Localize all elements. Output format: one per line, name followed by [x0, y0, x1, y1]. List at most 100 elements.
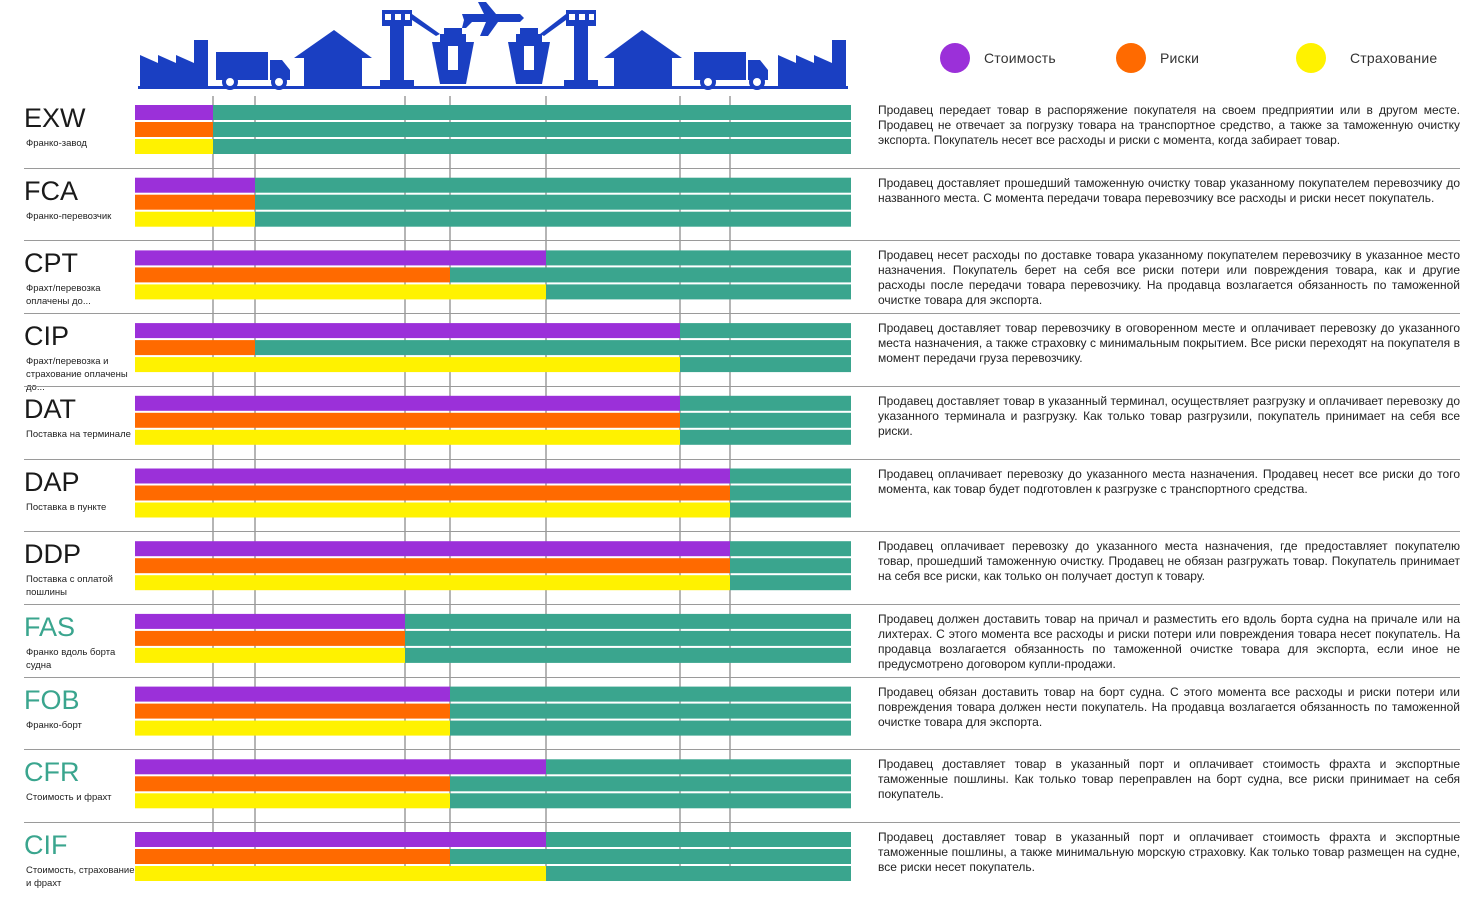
bar-cost-buyer-cif	[546, 832, 851, 847]
term-description: Продавец доставляет товар в указанный по…	[878, 757, 1460, 802]
legend-swatch-insurance	[1296, 43, 1326, 73]
bar-insurance-seller-cfr	[135, 793, 450, 809]
bar-cost-buyer-dap	[730, 468, 851, 484]
bar-risk-seller-fob	[135, 703, 450, 719]
term-code: DAP	[24, 466, 80, 497]
term-code: DAT	[24, 393, 76, 424]
bar-cost-buyer-dat	[680, 395, 851, 411]
bar-cost-buyer-fca	[255, 177, 851, 193]
term-code: FAS	[24, 611, 76, 642]
term-code: CPT	[24, 248, 78, 279]
bar-risk-buyer-fas	[405, 630, 851, 646]
term-description: Продавец доставляет товар в указанный по…	[878, 830, 1460, 874]
row-divider	[24, 458, 1460, 460]
row-divider	[24, 313, 1460, 315]
bar-risk-seller-fca	[135, 194, 255, 210]
bar-risk-seller-cip	[135, 340, 255, 356]
term-description: Продавец оплачивает перевозку до указанн…	[878, 539, 1460, 584]
term-row-fob: FOB Франко-борт Продавец обязан доставить …	[0, 676, 1482, 755]
bar-insurance-buyer-cpt	[546, 284, 851, 300]
bar-cost-seller-cif	[135, 832, 546, 847]
term-subtitle: Франко-завод	[26, 138, 87, 149]
term-subtitle: Стоимость, страхование и фрахт	[26, 865, 135, 889]
warehouse-icon	[294, 30, 372, 86]
bar-cost-seller-fob	[135, 686, 450, 702]
bar-risk-seller-dap	[135, 485, 730, 501]
bar-risk-buyer-dat	[680, 412, 851, 428]
term-row-fas: FAS Франко вдоль борта судна Продавец долж…	[0, 603, 1482, 682]
term-subtitle: Поставка в пункте	[26, 501, 107, 513]
bar-insurance-seller-exw	[135, 139, 213, 154]
bar-risk-buyer-fca	[255, 194, 851, 210]
bar-cost-buyer-ddp	[730, 541, 851, 557]
bar-risk-seller-fas	[135, 630, 405, 646]
truck-icon	[694, 52, 768, 90]
control-tower-icon	[540, 10, 598, 88]
term-row-cif: CIF Стоимость, страхование и фрахт Продаве…	[0, 822, 1482, 900]
bar-risk-buyer-fob	[450, 703, 851, 719]
row-divider	[24, 167, 1460, 169]
term-subtitle: Стоимость и фрахт	[26, 792, 112, 804]
airplane-icon	[462, 2, 524, 36]
legend-swatch-risk	[1116, 43, 1146, 73]
term-description: Продавец передает товар в распоряжение п…	[878, 103, 1460, 147]
term-subtitle: Фрахт/перевозка и страхование оплачены д…	[26, 356, 128, 394]
term-row-cpt: CPT Фрахт/перевозка оплачены до... Продаве…	[0, 240, 1482, 318]
bar-insurance-buyer-cif	[546, 866, 851, 881]
term-description: Продавец обязан доставить товар на борт …	[878, 684, 1460, 729]
term-description: Продавец доставляет товар перевозчику в …	[878, 321, 1460, 366]
bar-cost-buyer-exw	[213, 105, 851, 120]
term-row-fca: FCA Франко-перевозчик Продавец доставляет …	[0, 167, 1482, 246]
legend: Стоимость Риски Страхование	[930, 40, 1470, 76]
bar-risk-buyer-dap	[730, 485, 851, 501]
term-code: EXW	[24, 103, 86, 133]
row-divider	[24, 240, 1460, 242]
legend-item-cost: Стоимость	[940, 40, 1056, 76]
term-row-ddp: DDP Поставка с оплатой пошлины Продавец оп…	[0, 531, 1482, 609]
factory-icon	[140, 40, 208, 88]
bar-risk-seller-cfr	[135, 776, 450, 792]
control-tower-icon	[380, 10, 440, 88]
bar-insurance-buyer-dat	[680, 429, 851, 445]
term-description: Продавец несет расходы по доставке товар…	[878, 248, 1460, 308]
bar-insurance-seller-cif	[135, 866, 546, 881]
term-description: Продавец доставляет товар в указанный те…	[878, 393, 1460, 438]
bar-cost-buyer-fas	[405, 613, 851, 629]
ship-icon	[432, 28, 474, 84]
legend-label-insurance: Страхование	[1350, 50, 1438, 66]
bar-insurance-buyer-fob	[450, 720, 851, 736]
bar-insurance-seller-fca	[135, 211, 255, 227]
term-subtitle: Франко вдоль борта судна	[26, 646, 116, 671]
row-divider	[24, 603, 1460, 605]
warehouse-icon	[604, 30, 682, 86]
logistics-icon-strip	[138, 2, 848, 90]
bar-cost-seller-fca	[135, 177, 255, 193]
row-divider	[24, 749, 1460, 751]
bar-insurance-seller-fob	[135, 720, 450, 736]
bar-insurance-buyer-ddp	[730, 575, 851, 591]
legend-swatch-cost	[940, 43, 970, 73]
bar-risk-buyer-cfr	[450, 776, 851, 792]
bar-insurance-buyer-cfr	[450, 793, 851, 809]
term-subtitle: Поставка на терминале	[26, 428, 131, 440]
bar-insurance-buyer-dap	[730, 502, 851, 518]
bar-risk-buyer-exw	[213, 122, 851, 137]
bar-cost-buyer-cip	[680, 323, 851, 339]
term-code: FCA	[24, 175, 78, 206]
row-divider	[24, 676, 1460, 678]
bar-insurance-seller-dat	[135, 429, 680, 445]
bar-cost-seller-cfr	[135, 759, 546, 775]
bar-risk-buyer-cip	[255, 340, 851, 356]
bar-risk-seller-exw	[135, 122, 213, 137]
term-subtitle: Поставка с оплатой пошлины	[26, 574, 113, 599]
bar-risk-buyer-ddp	[730, 558, 851, 574]
bar-cost-seller-dap	[135, 468, 730, 484]
bar-cost-seller-cpt	[135, 250, 546, 266]
term-row-dap: DAP Поставка в пункте Продавец оплачивает …	[0, 458, 1482, 537]
bar-risk-buyer-cpt	[450, 267, 851, 283]
bar-insurance-seller-fas	[135, 647, 405, 663]
bar-insurance-buyer-fca	[255, 211, 851, 227]
bar-cost-seller-ddp	[135, 541, 730, 557]
term-subtitle: Франко-перевозчик	[26, 210, 112, 222]
term-row-cfr: CFR Стоимость и фрахт Продавец доставляет …	[0, 749, 1482, 827]
